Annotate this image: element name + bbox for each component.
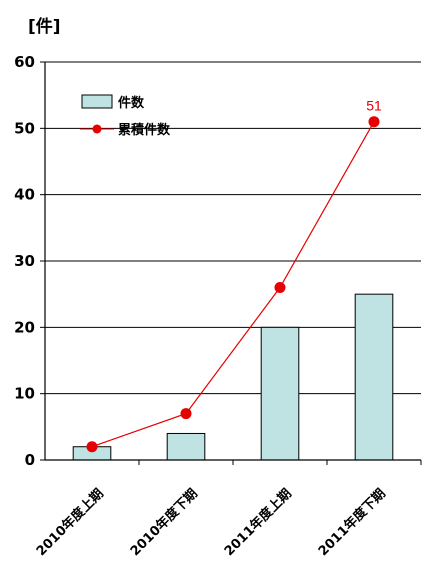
data-labels: 51 bbox=[366, 98, 382, 114]
cumulative-line bbox=[91, 121, 375, 448]
x-axis-categories: 2010年度上期 2010年度下期 2011年度上期 2011年度下期 bbox=[33, 486, 389, 560]
axes bbox=[44, 62, 422, 465]
bar bbox=[354, 293, 394, 461]
legend-line-marker bbox=[92, 124, 102, 134]
y-unit-label: [件] bbox=[28, 16, 61, 37]
legend-bar-swatch bbox=[81, 94, 113, 109]
y-tick-label: 30 bbox=[14, 252, 35, 270]
x-category-label: 2011年度上期 bbox=[221, 486, 295, 560]
cumulative-point bbox=[180, 408, 192, 420]
x-category-label: 2011年度下期 bbox=[315, 486, 389, 560]
cumulative-point bbox=[368, 116, 380, 128]
x-category-label: 2010年度上期 bbox=[33, 486, 107, 560]
legend: 件数 累積件数 bbox=[80, 94, 171, 138]
bar-series bbox=[72, 293, 394, 461]
line-series bbox=[86, 116, 380, 453]
bar bbox=[166, 432, 206, 461]
legend-bar-label: 件数 bbox=[118, 95, 145, 111]
y-axis-ticks: 0 10 20 30 40 50 60 bbox=[14, 53, 45, 469]
legend-line-label: 累積件数 bbox=[118, 122, 171, 138]
cumulative-point bbox=[86, 441, 98, 453]
cumulative-point bbox=[274, 282, 286, 294]
y-tick-label: 60 bbox=[14, 53, 35, 71]
y-tick-label: 50 bbox=[14, 119, 35, 137]
data-label: 51 bbox=[366, 98, 382, 114]
y-tick-label: 40 bbox=[14, 186, 35, 204]
y-tick-label: 0 bbox=[25, 451, 35, 469]
y-tick-label: 10 bbox=[14, 385, 35, 403]
x-category-label: 2010年度下期 bbox=[127, 486, 201, 560]
bar bbox=[260, 326, 300, 461]
y-tick-label: 20 bbox=[14, 318, 35, 336]
